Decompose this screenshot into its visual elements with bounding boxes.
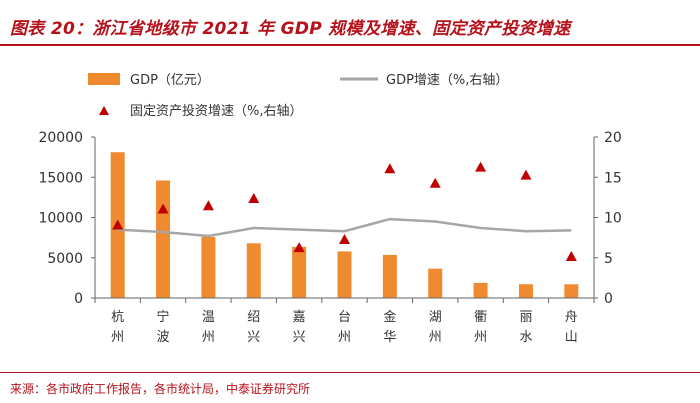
x-axis-category-label: 衢州 [474, 310, 487, 345]
left-axis-tick-label: 0 [74, 291, 83, 307]
chart-canvas: GDP（亿元） GDP增速（%,右轴）固定资产投资增速（%,右轴）05000100… [38, 73, 622, 345]
marker-investment-growth [520, 169, 532, 180]
chart-title: 图表 20：浙江省地级市 2021 年 GDP 规模及增速、固定资产投资增速 [10, 19, 571, 39]
x-axis-category-label: 台州 [338, 310, 351, 345]
marker-investment-growth [112, 219, 124, 230]
marker-investment-growth [339, 234, 350, 245]
title-rule [0, 44, 700, 46]
marker-investment-growth [565, 250, 577, 261]
source-rule [0, 372, 700, 373]
legend-scatter-label: 固定资产投资增速（%,右轴） [130, 103, 303, 119]
right-axis-tick-label: 20 [604, 130, 622, 146]
marker-investment-growth [293, 242, 305, 253]
x-axis-category-label: 丽水 [519, 310, 532, 345]
x-axis-category-label: 温州 [202, 310, 215, 345]
marker-investment-growth [202, 200, 214, 211]
legend-bar-swatch [88, 73, 120, 85]
marker-investment-growth [475, 161, 487, 172]
bar-gdp [156, 180, 171, 298]
marker-investment-growth [157, 203, 169, 214]
x-axis-category-label: 金华 [383, 309, 396, 345]
x-axis-category-label: 杭州 [111, 310, 124, 345]
bar-gdp [382, 254, 397, 298]
bar-gdp [201, 236, 216, 298]
left-axis-tick-label: 15000 [38, 170, 83, 186]
right-axis-tick-label: 15 [604, 170, 622, 186]
marker-investment-growth [384, 163, 396, 174]
marker-investment-growth [429, 177, 441, 188]
legend-line-label: GDP增速（%,右轴） [386, 73, 508, 88]
right-axis-tick-label: 5 [604, 251, 613, 267]
x-axis-category-label: 绍兴 [247, 310, 260, 345]
left-axis-tick-label: 10000 [38, 211, 83, 227]
legend-bar-label: GDP（亿元） [130, 73, 210, 88]
line-gdp-growth [117, 217, 572, 238]
marker-investment-growth [248, 192, 260, 203]
x-axis-category-label: 舟山 [565, 310, 578, 345]
x-axis-category-label: 嘉兴 [293, 310, 306, 345]
bar-gdp [337, 251, 352, 298]
legend-scatter-marker [99, 106, 109, 115]
x-axis-category-label: 宁波 [157, 309, 170, 345]
bar-gdp [564, 284, 579, 298]
bar-gdp [473, 282, 488, 298]
bar-gdp [518, 284, 533, 298]
source-note: 来源：各市政府工作报告，各市统计局，中泰证券研究所 [10, 382, 311, 396]
x-axis-category-label: 湖州 [429, 310, 442, 345]
left-axis-tick-label: 20000 [38, 130, 83, 146]
right-axis-tick-label: 10 [604, 211, 622, 227]
bar-gdp [246, 243, 261, 298]
bar-gdp [292, 246, 307, 298]
left-axis-tick-label: 5000 [47, 251, 83, 267]
right-axis-tick-label: 0 [604, 291, 613, 307]
bar-gdp [428, 268, 443, 298]
